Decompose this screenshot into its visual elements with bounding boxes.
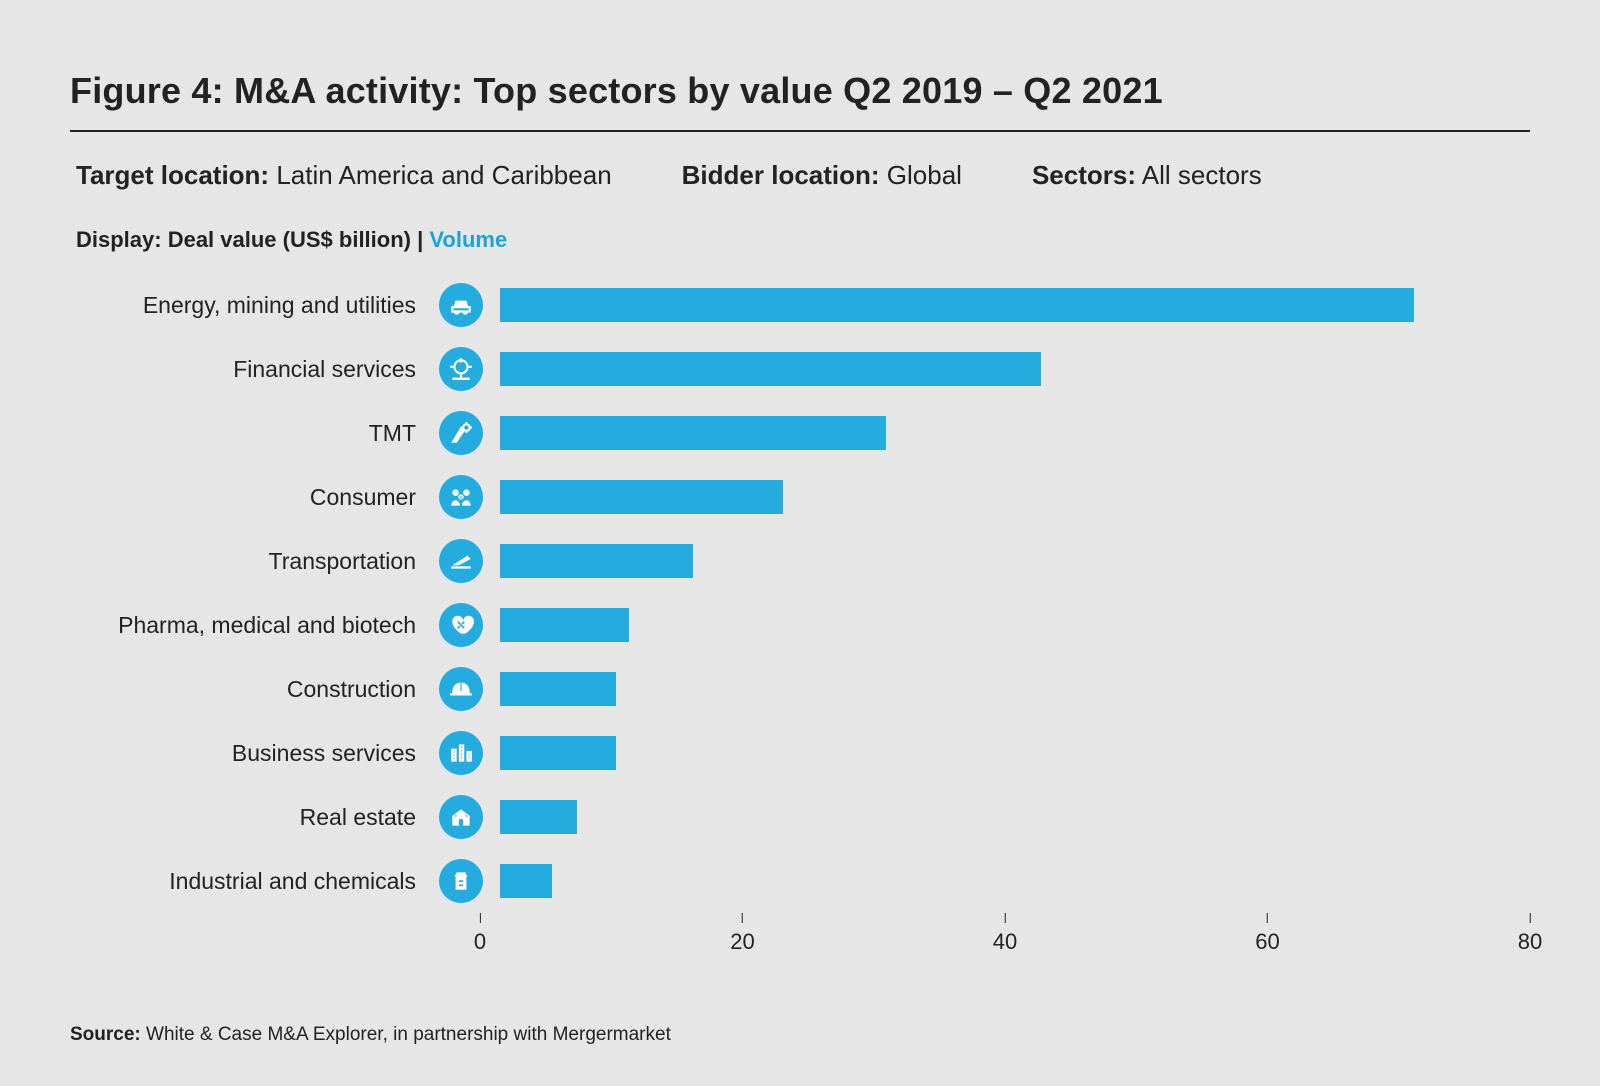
- filter-label: Sectors:: [1032, 160, 1136, 190]
- bar-track: [486, 401, 1530, 465]
- tick-label: 20: [730, 929, 754, 955]
- chart-row: Transportation: [76, 529, 1530, 593]
- bar-chart: Energy, mining and utilities Financial se…: [70, 273, 1530, 963]
- x-tick: 0: [474, 913, 486, 955]
- x-tick: 40: [993, 913, 1017, 955]
- category-icon-wrap: [436, 731, 486, 775]
- chart-row: Real estate: [76, 785, 1530, 849]
- tick-mark: [742, 913, 743, 923]
- bar: [500, 736, 616, 770]
- bar-track: [486, 593, 1530, 657]
- mining-icon: [439, 283, 483, 327]
- bar: [500, 672, 616, 706]
- filter-label: Bidder location:: [682, 160, 880, 190]
- filter-value: Global: [887, 160, 962, 190]
- figure-title: Figure 4: M&A activity: Top sectors by v…: [70, 70, 1530, 112]
- chart-row: Business services: [76, 721, 1530, 785]
- x-axis: 020406080: [76, 913, 1530, 963]
- bar-track: [486, 785, 1530, 849]
- category-icon-wrap: [436, 475, 486, 519]
- filter-sectors: Sectors: All sectors: [1032, 160, 1262, 191]
- bar-track: [486, 529, 1530, 593]
- bar: [500, 608, 629, 642]
- category-label: Business services: [76, 740, 436, 767]
- category-label: Consumer: [76, 484, 436, 511]
- category-label: Pharma, medical and biotech: [76, 612, 436, 639]
- transport-icon: [439, 539, 483, 583]
- bar: [500, 800, 577, 834]
- category-icon-wrap: [436, 667, 486, 711]
- bar-track: [486, 657, 1530, 721]
- category-icon-wrap: [436, 411, 486, 455]
- chart-row: Pharma, medical and biotech: [76, 593, 1530, 657]
- filter-target-location: Target location: Latin America and Carib…: [76, 160, 612, 191]
- category-label: Construction: [76, 676, 436, 703]
- filter-bar: Target location: Latin America and Carib…: [70, 160, 1530, 191]
- bar: [500, 416, 886, 450]
- filter-value: All sectors: [1142, 160, 1262, 190]
- bar: [500, 544, 693, 578]
- tick-label: 80: [1518, 929, 1542, 955]
- tick-label: 60: [1255, 929, 1279, 955]
- display-prefix: Display:: [76, 227, 168, 252]
- category-label: Transportation: [76, 548, 436, 575]
- display-separator: |: [411, 227, 429, 252]
- category-icon-wrap: [436, 859, 486, 903]
- bar-track: [486, 721, 1530, 785]
- bar: [500, 864, 552, 898]
- bar-track: [486, 337, 1530, 401]
- source-line: Source: White & Case M&A Explorer, in pa…: [70, 1024, 671, 1046]
- source-label: Source:: [70, 1024, 141, 1045]
- display-toggle: Display: Deal value (US$ billion) | Volu…: [70, 227, 1530, 253]
- x-tick: 60: [1255, 913, 1279, 955]
- realestate-icon: [439, 795, 483, 839]
- consumer-icon: [439, 475, 483, 519]
- tick-label: 40: [993, 929, 1017, 955]
- chart-row: Energy, mining and utilities: [76, 273, 1530, 337]
- tick-mark: [1267, 913, 1268, 923]
- chart-row: Financial services: [76, 337, 1530, 401]
- category-icon-wrap: [436, 347, 486, 391]
- source-text: White & Case M&A Explorer, in partnershi…: [146, 1024, 671, 1045]
- bar-track: [486, 465, 1530, 529]
- filter-label: Target location:: [76, 160, 269, 190]
- category-label: Energy, mining and utilities: [76, 292, 436, 319]
- bar: [500, 352, 1041, 386]
- tmt-icon: [439, 411, 483, 455]
- finance-icon: [439, 347, 483, 391]
- display-active[interactable]: Deal value (US$ billion): [168, 227, 411, 252]
- chart-row: Industrial and chemicals: [76, 849, 1530, 913]
- tick-label: 0: [474, 929, 486, 955]
- bar: [500, 480, 783, 514]
- industrial-icon: [439, 859, 483, 903]
- business-icon: [439, 731, 483, 775]
- pharma-icon: [439, 603, 483, 647]
- category-label: Financial services: [76, 356, 436, 383]
- chart-row: TMT: [76, 401, 1530, 465]
- category-label: Real estate: [76, 804, 436, 831]
- display-alternate[interactable]: Volume: [429, 227, 507, 252]
- category-icon-wrap: [436, 603, 486, 647]
- category-label: Industrial and chemicals: [76, 868, 436, 895]
- category-icon-wrap: [436, 283, 486, 327]
- category-icon-wrap: [436, 795, 486, 839]
- category-icon-wrap: [436, 539, 486, 583]
- figure-canvas: Figure 4: M&A activity: Top sectors by v…: [0, 0, 1600, 1086]
- tick-mark: [1004, 913, 1005, 923]
- bar-track: [486, 849, 1530, 913]
- x-tick: 80: [1518, 913, 1542, 955]
- title-rule: [70, 130, 1530, 132]
- filter-value: Latin America and Caribbean: [276, 160, 611, 190]
- x-tick: 20: [730, 913, 754, 955]
- bar: [500, 288, 1414, 322]
- tick-mark: [1529, 913, 1530, 923]
- category-label: TMT: [76, 420, 436, 447]
- chart-row: Construction: [76, 657, 1530, 721]
- filter-bidder-location: Bidder location: Global: [682, 160, 962, 191]
- chart-row: Consumer: [76, 465, 1530, 529]
- construction-icon: [439, 667, 483, 711]
- bar-track: [486, 273, 1530, 337]
- tick-mark: [480, 913, 481, 923]
